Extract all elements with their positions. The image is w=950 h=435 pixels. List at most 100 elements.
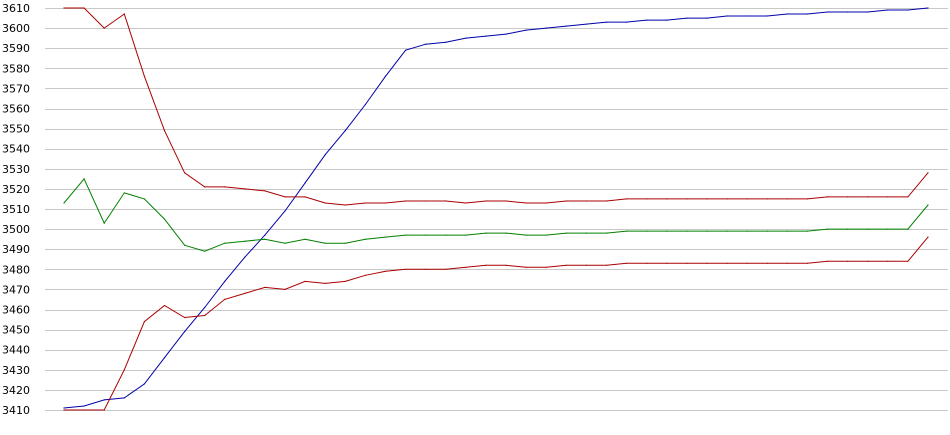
data-point-2-21 (485, 232, 487, 234)
data-point-0-32 (706, 17, 708, 19)
y-tick-label-3530: 3530 (2, 163, 30, 176)
data-point-0-16 (384, 75, 387, 77)
data-point-3-17 (405, 268, 407, 270)
data-point-1-32 (706, 198, 708, 200)
data-point-0-4 (143, 383, 145, 385)
data-point-0-38 (826, 11, 829, 13)
y-tick-label-3490: 3490 (2, 243, 30, 256)
y-tick-label-3600: 3600 (2, 22, 30, 35)
data-point-0-41 (887, 9, 889, 11)
data-point-1-38 (826, 196, 829, 198)
y-axis-tick-labels: 3410 3420 3430 3440 3450 3460 3470 3480 3490 3500… (2, 2, 30, 417)
y-tick-label-3450: 3450 (2, 324, 30, 337)
data-point-3-35 (766, 262, 768, 264)
data-point-1-10 (264, 190, 266, 192)
series-line-1 (64, 7, 929, 206)
data-point-0-18 (425, 43, 427, 45)
data-point-2-22 (505, 232, 507, 234)
data-point-0-20 (465, 37, 467, 39)
y-tick-label-3550: 3550 (2, 123, 30, 136)
series-1 (63, 7, 929, 206)
y-tick-label-3500: 3500 (2, 223, 30, 236)
data-point-0-35 (766, 15, 768, 17)
data-point-0-23 (525, 29, 527, 31)
data-point-1-39 (847, 196, 849, 198)
data-point-0-13 (324, 154, 326, 156)
data-point-1-28 (626, 198, 628, 200)
data-point-1-8 (224, 186, 226, 188)
data-point-2-43 (927, 204, 929, 206)
data-point-1-27 (605, 200, 608, 202)
data-point-1-21 (485, 200, 487, 202)
data-point-2-15 (364, 238, 366, 240)
y-tick-label-3520: 3520 (2, 183, 30, 196)
data-point-2-24 (545, 234, 547, 236)
data-point-0-6 (184, 331, 186, 333)
data-point-3-38 (826, 260, 829, 262)
data-point-2-3 (123, 192, 125, 194)
data-point-2-37 (806, 230, 809, 232)
data-point-1-9 (244, 188, 246, 190)
data-point-3-36 (786, 262, 788, 264)
data-point-2-14 (344, 242, 346, 244)
data-point-0-11 (284, 210, 286, 212)
data-point-0-25 (565, 25, 567, 27)
data-point-0-8 (224, 280, 226, 282)
data-point-1-2 (103, 27, 105, 29)
data-point-0-29 (646, 19, 648, 21)
data-point-3-31 (686, 262, 688, 264)
y-tick-label-3570: 3570 (2, 82, 30, 95)
data-point-0-17 (405, 49, 407, 51)
data-point-3-11 (284, 288, 286, 290)
data-point-0-39 (847, 11, 849, 13)
data-point-0-33 (726, 15, 728, 17)
data-point-3-7 (204, 314, 206, 317)
data-point-0-12 (304, 182, 306, 184)
data-point-2-1 (83, 178, 85, 180)
data-point-3-13 (324, 282, 326, 284)
data-point-3-39 (847, 260, 849, 262)
data-point-0-1 (83, 405, 85, 407)
data-point-1-13 (324, 202, 326, 204)
gridlines (45, 8, 948, 411)
data-point-2-12 (304, 238, 306, 240)
data-point-0-22 (505, 33, 507, 35)
data-point-1-22 (505, 200, 507, 202)
data-point-0-5 (163, 357, 166, 359)
data-point-1-1 (83, 7, 85, 9)
data-point-3-28 (626, 262, 628, 264)
data-point-0-30 (666, 19, 668, 21)
data-point-1-36 (786, 198, 788, 200)
data-point-1-23 (525, 202, 527, 204)
data-point-1-7 (204, 186, 206, 188)
data-point-3-22 (505, 264, 507, 266)
data-point-2-0 (63, 202, 65, 204)
data-point-3-2 (103, 409, 105, 411)
data-point-0-31 (686, 17, 688, 19)
y-tick-label-3470: 3470 (2, 283, 30, 296)
data-point-0-10 (264, 234, 266, 236)
data-point-2-20 (465, 234, 467, 236)
series-3 (63, 236, 929, 411)
data-point-1-40 (867, 196, 869, 198)
data-point-1-5 (163, 130, 166, 132)
series-lines (63, 7, 929, 411)
data-point-1-15 (364, 202, 366, 204)
data-point-3-33 (726, 262, 728, 264)
y-tick-label-3610: 3610 (2, 2, 30, 15)
data-point-2-35 (766, 230, 768, 232)
data-point-2-38 (826, 228, 829, 230)
data-point-0-24 (545, 27, 547, 29)
data-point-0-36 (786, 13, 788, 15)
data-point-2-28 (626, 230, 628, 232)
data-point-3-5 (163, 304, 166, 307)
data-point-2-34 (746, 230, 748, 232)
data-point-2-31 (686, 230, 688, 232)
data-point-0-42 (907, 9, 909, 11)
data-point-3-19 (445, 268, 447, 270)
series-line-0 (63, 7, 929, 409)
y-tick-label-3590: 3590 (2, 42, 30, 55)
data-point-3-9 (244, 292, 246, 294)
data-point-1-19 (445, 200, 447, 202)
